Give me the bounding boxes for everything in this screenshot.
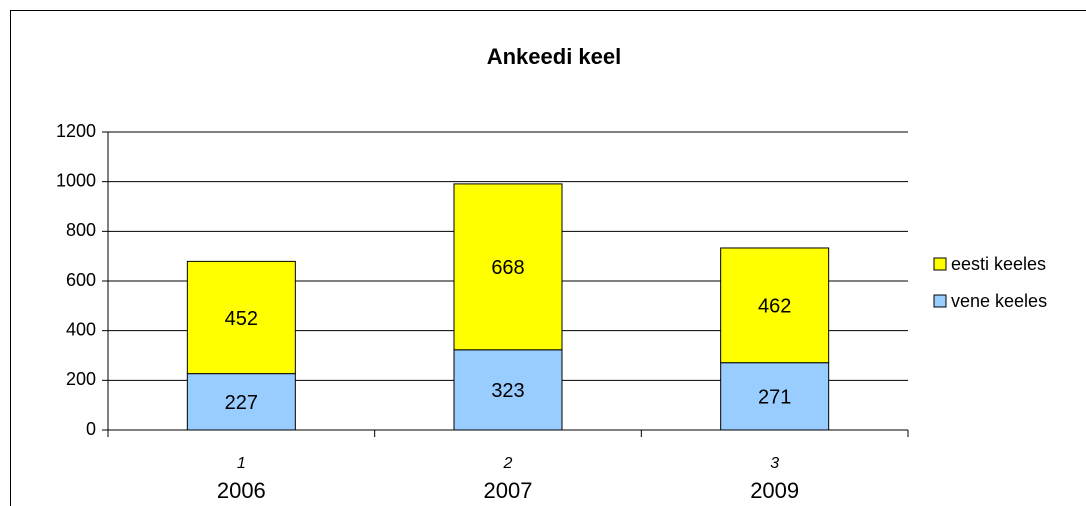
y-tick-label: 400	[66, 319, 96, 339]
data-label: 227	[225, 392, 258, 414]
year-label: 2009	[750, 478, 799, 503]
data-label: 323	[491, 380, 524, 402]
y-tick-label: 800	[66, 220, 96, 240]
bar-segment	[453, 183, 563, 351]
data-label: 271	[758, 387, 791, 409]
legend-swatch	[933, 257, 947, 271]
year-label: 2006	[217, 478, 266, 503]
legend-swatch	[933, 294, 947, 308]
bar-segment	[453, 349, 563, 431]
y-tick-label: 200	[66, 369, 96, 389]
y-tick-label: 1200	[56, 121, 96, 141]
data-label: 668	[491, 257, 524, 279]
x-tick-label: 2	[503, 455, 513, 472]
data-label: 462	[758, 296, 791, 318]
legend-label: vene keeles	[951, 291, 1047, 311]
bar-segment	[186, 260, 296, 375]
y-tick-label: 0	[86, 419, 96, 439]
legend-label: eesti keeles	[951, 254, 1046, 274]
chart-title: Ankeedi keel	[487, 44, 622, 69]
y-tick-label: 1000	[56, 170, 96, 190]
year-label: 2007	[484, 478, 533, 503]
y-tick-label: 600	[66, 270, 96, 290]
x-tick-label: 1	[237, 455, 246, 472]
data-label: 452	[225, 308, 258, 330]
bar-segment	[720, 247, 830, 364]
x-tick-label: 3	[770, 455, 779, 472]
bar-segment	[186, 373, 296, 431]
